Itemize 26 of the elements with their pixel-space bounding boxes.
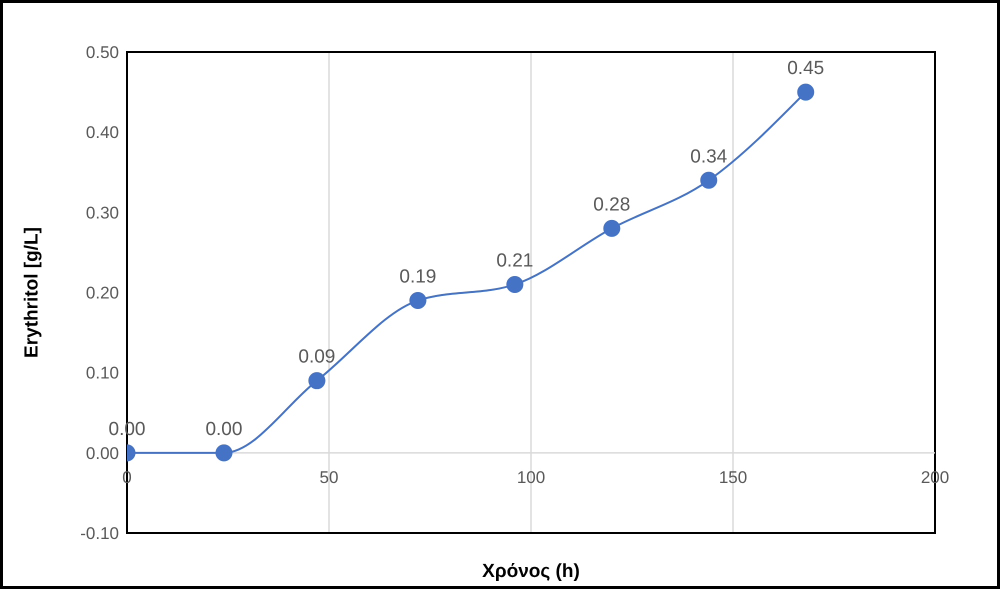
data-label: 0.28 (593, 194, 630, 216)
point (700, 172, 718, 189)
data-label: 0.19 (399, 266, 436, 288)
x-tick-label: 150 (718, 468, 748, 487)
point (215, 444, 232, 462)
y-tick-label: 0.40 (86, 123, 119, 142)
data-label: 0.34 (690, 146, 728, 168)
point (506, 276, 524, 293)
x-tick-label: 100 (516, 468, 546, 487)
point (797, 84, 814, 101)
y-tick-label: 0.50 (86, 43, 119, 62)
data-label: 0.00 (205, 418, 242, 440)
x-axis-title: Χρόνος (h) (482, 561, 580, 582)
y-tick-label: 0.10 (86, 364, 119, 383)
point (308, 372, 326, 390)
y-tick-label: 0.30 (86, 203, 119, 222)
point (603, 220, 620, 237)
x-tick-label: 50 (320, 468, 338, 487)
data-label: 0.21 (496, 250, 534, 272)
y-axis-title: Erythritol [g/L] (22, 227, 43, 358)
y-tick-label: 0.00 (86, 444, 119, 463)
point (409, 292, 426, 310)
data-label: 0.09 (298, 346, 336, 368)
y-tick-label: 0.20 (86, 284, 119, 303)
y-tick-label: -0.10 (80, 524, 119, 544)
data-label: 0.45 (787, 58, 824, 80)
